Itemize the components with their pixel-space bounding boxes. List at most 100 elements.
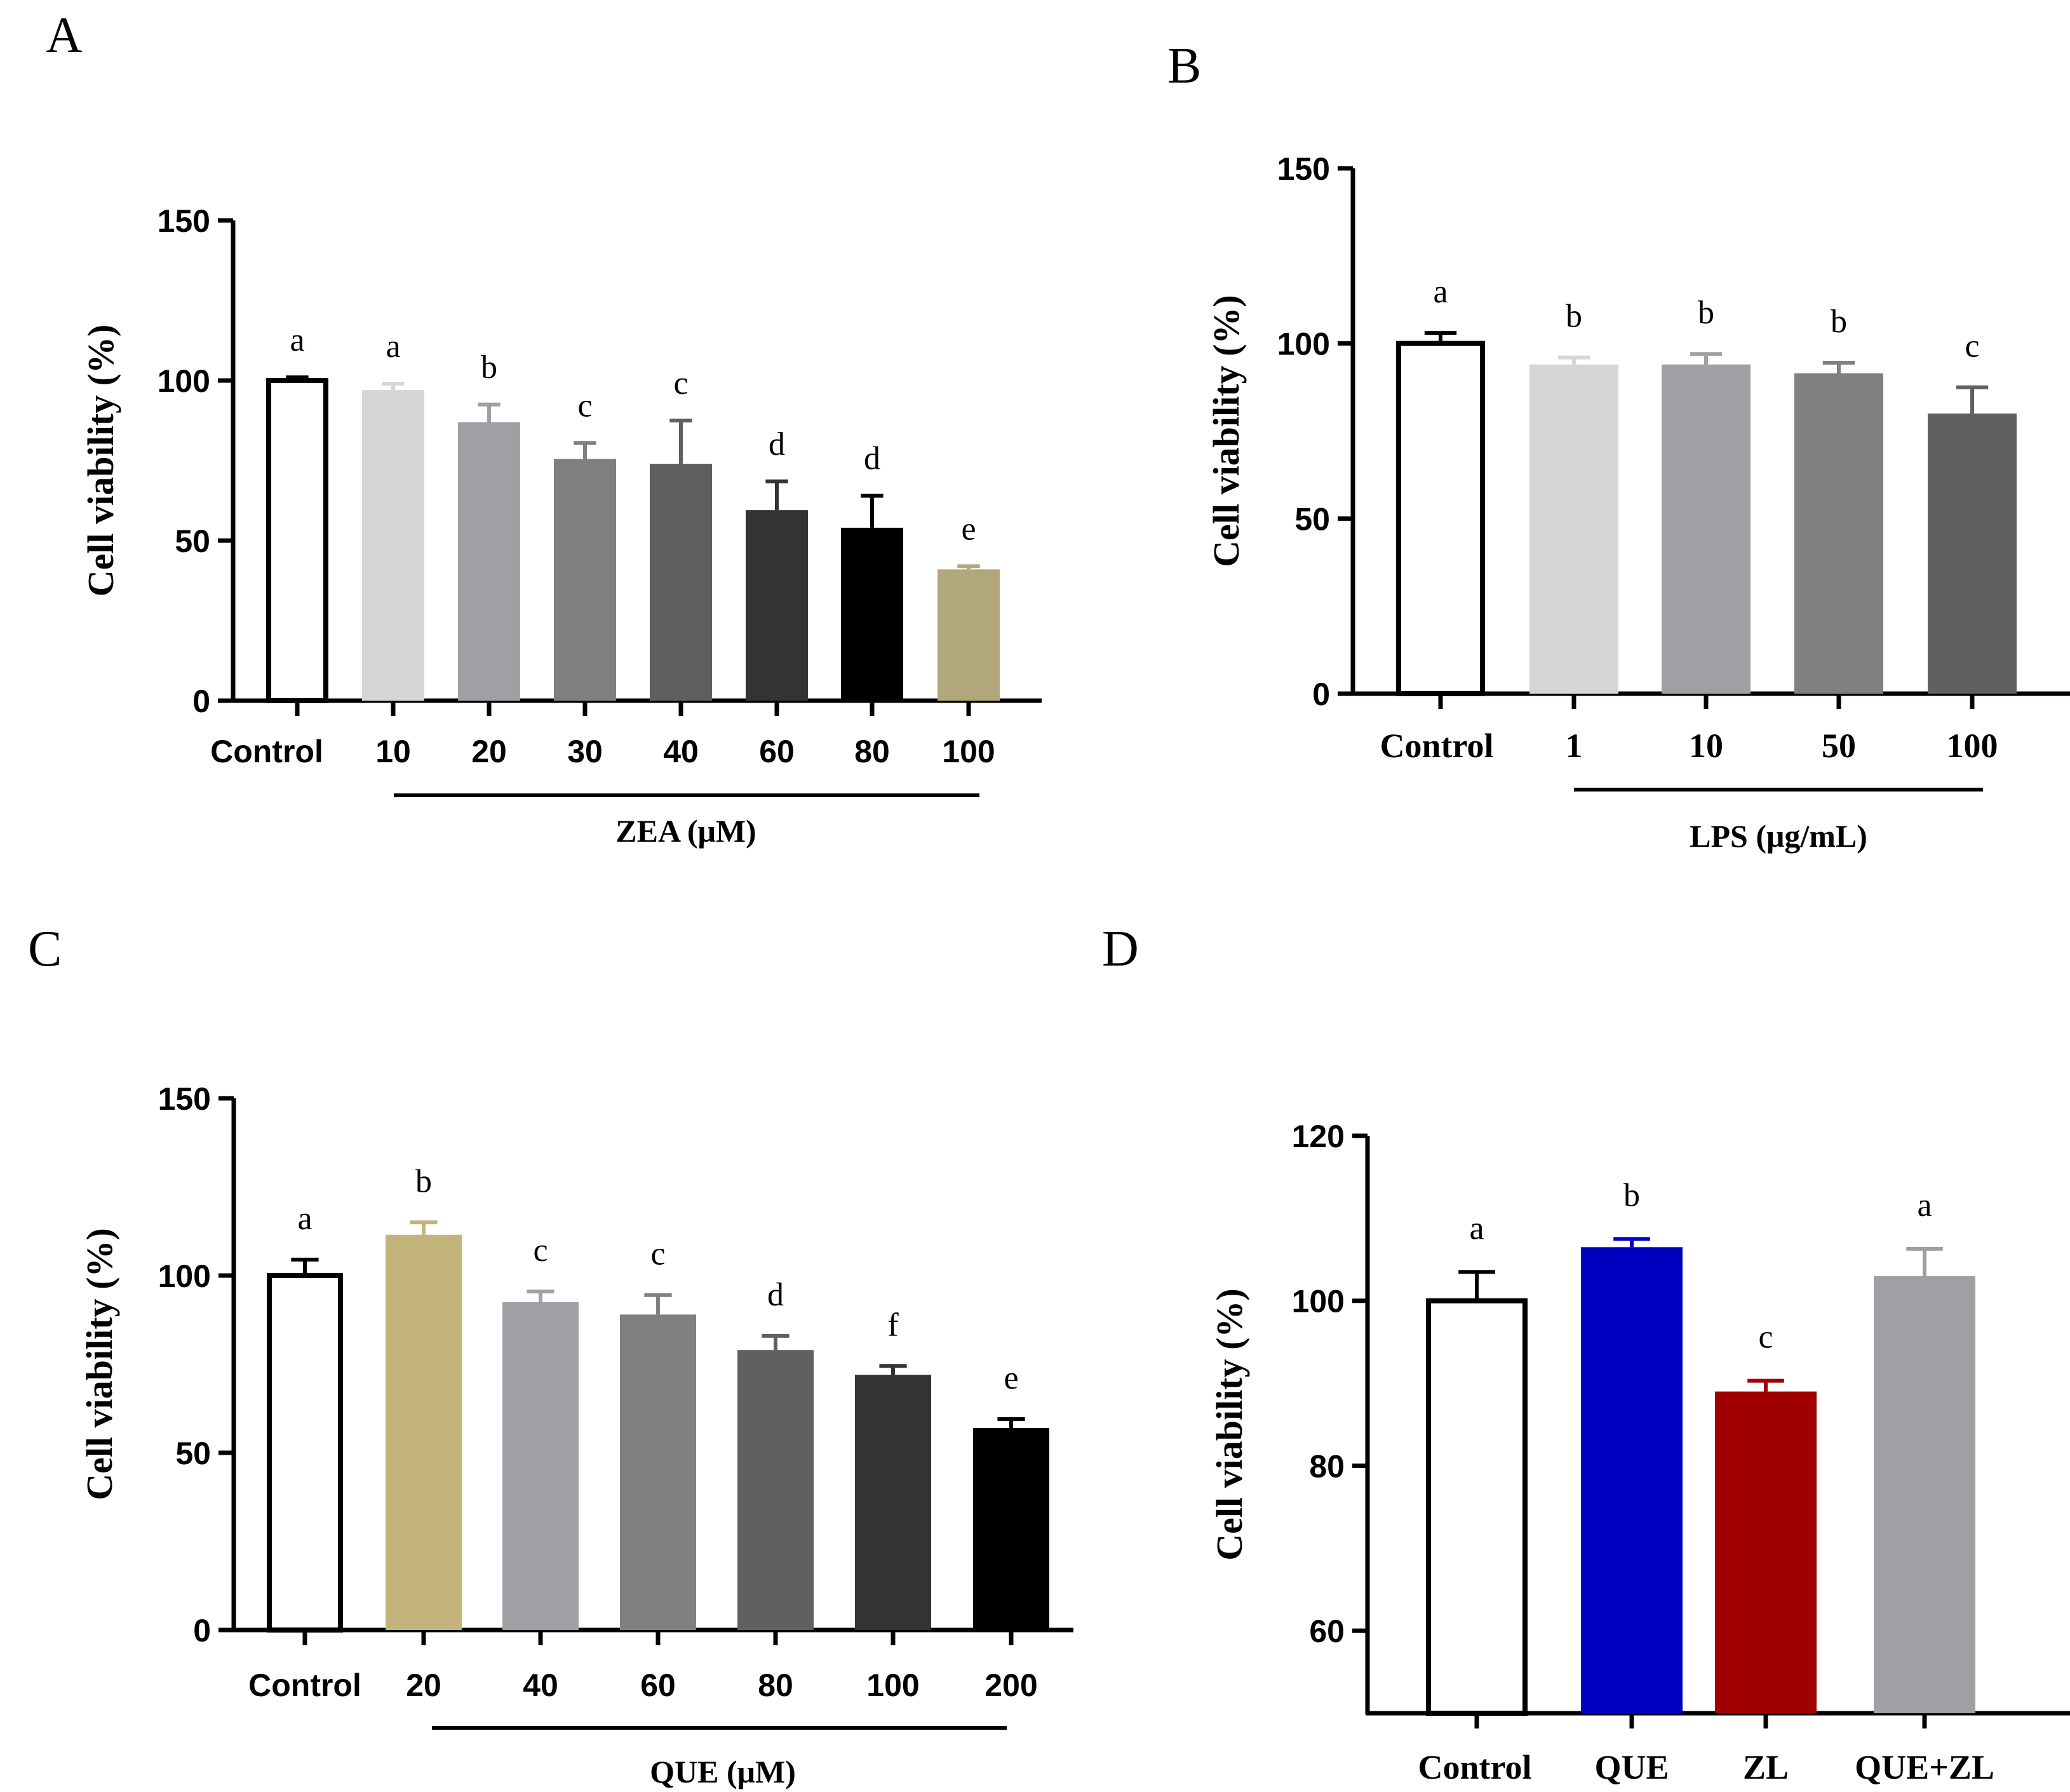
bar (841, 527, 903, 701)
category-label: 200 (985, 1667, 1037, 1703)
significance-letter: d (864, 440, 880, 476)
bar (267, 1273, 343, 1633)
bar (1794, 373, 1883, 694)
category-label: Control (1380, 727, 1493, 765)
y-tick-label: 0 (1312, 677, 1330, 712)
y-tick-label: 100 (158, 1258, 211, 1294)
category-label: 60 (759, 734, 795, 769)
category-label: 100 (1947, 727, 1998, 765)
panel-letter: A (46, 8, 83, 64)
significance-letter: c (533, 1232, 548, 1269)
panel-c: C 0 50 100 150 Cell viability (%) a Control b 20 c… (28, 921, 1073, 1789)
panel-letter: B (1167, 38, 1201, 94)
bar (737, 1350, 814, 1630)
y-tick-label: 0 (192, 684, 210, 719)
significance-letter: c (1758, 1319, 1773, 1356)
category-label: Control (210, 734, 323, 769)
significance-letter: b (481, 349, 497, 386)
significance-letter: a (1917, 1187, 1932, 1223)
significance-letter: a (1469, 1210, 1484, 1246)
bar (650, 464, 712, 701)
y-tick-label: 100 (1277, 327, 1330, 362)
significance-letter: e (961, 511, 976, 547)
significance-letter: b (1623, 1177, 1640, 1213)
bar (1529, 364, 1618, 694)
bar (1715, 1391, 1817, 1713)
significance-letter: d (767, 1277, 784, 1313)
bar (502, 1302, 579, 1630)
category-label: 40 (523, 1667, 558, 1703)
y-axis-title: Cell viability (%) (1206, 295, 1247, 567)
significance-letter: b (1566, 299, 1582, 335)
significance-letter: b (1831, 304, 1847, 340)
significance-letter: a (386, 328, 400, 365)
category-label: 50 (1822, 727, 1856, 765)
category-label: Control (1418, 1748, 1531, 1786)
bar (1426, 1298, 1528, 1716)
y-tick-label: 100 (158, 363, 210, 399)
panel-letter: D (1102, 921, 1139, 977)
bar (1874, 1276, 1975, 1713)
category-label: 100 (942, 734, 995, 769)
category-label: 40 (663, 734, 699, 769)
category-label: 20 (406, 1667, 441, 1703)
category-label: 80 (758, 1667, 793, 1703)
significance-letter: b (1698, 295, 1714, 331)
panel-d: D 60 80 100 120 Cell viability (%) a Control b QU… (1102, 921, 2070, 1786)
category-label: ZL (1743, 1748, 1789, 1786)
category-label: QUE+ZL (1855, 1748, 1994, 1786)
bar (746, 510, 808, 701)
y-tick-label: 150 (158, 1081, 211, 1117)
significance-letter: a (290, 322, 304, 358)
category-label: 1 (1566, 727, 1583, 765)
bar (266, 378, 328, 703)
significance-letter: f (887, 1307, 899, 1343)
y-tick-label: 100 (1292, 1284, 1345, 1319)
group-label: QUE (μM) (650, 1754, 796, 1789)
significance-letter: e (1004, 1360, 1018, 1396)
category-label: 80 (854, 734, 890, 769)
bar (855, 1375, 931, 1630)
y-axis-title: Cell viability (%) (1209, 1288, 1250, 1561)
panel-b: B 0 50 100 150 Cell viability (%) a Control b 1 b 1… (1167, 38, 2070, 854)
y-tick-label: 150 (1277, 151, 1330, 187)
y-tick-label: 120 (1292, 1119, 1345, 1154)
bar (938, 569, 1000, 701)
group-label: LPS (μg/mL) (1690, 818, 1867, 854)
significance-letter: d (769, 426, 785, 462)
y-tick-label: 60 (1309, 1613, 1345, 1649)
bar (1662, 364, 1751, 694)
bar (1928, 413, 2017, 694)
y-tick-label: 50 (175, 1436, 211, 1471)
bar (1581, 1247, 1683, 1713)
y-axis-title: Cell viability (%) (79, 1228, 120, 1500)
category-label: 60 (640, 1667, 676, 1703)
category-label: 20 (471, 734, 507, 769)
y-tick-label: 50 (1294, 501, 1330, 537)
significance-letter: c (673, 365, 688, 401)
significance-letter: a (1433, 274, 1448, 310)
category-label: 10 (375, 734, 411, 769)
category-label: Control (248, 1667, 361, 1703)
category-label: QUE (1594, 1748, 1669, 1786)
bar (620, 1314, 696, 1630)
y-tick-label: 80 (1309, 1448, 1345, 1484)
y-tick-label: 50 (175, 523, 210, 559)
significance-letter: b (415, 1163, 432, 1199)
bar (458, 422, 520, 701)
category-label: 10 (1689, 727, 1723, 765)
category-label: 100 (866, 1667, 919, 1703)
y-axis-title: Cell viability (%) (80, 325, 121, 597)
bar (554, 459, 616, 701)
panel-letter: C (28, 921, 62, 977)
y-tick-label: 150 (158, 203, 210, 239)
panel-a: A 0 50 100 150 Cell viability (%) a Control a 10 b… (46, 8, 1042, 849)
bar (1396, 340, 1485, 696)
significance-letter: a (297, 1201, 312, 1237)
group-label: ZEA (μM) (615, 813, 756, 849)
bar (362, 390, 424, 701)
significance-letter: c (1965, 328, 1979, 365)
bar (386, 1234, 462, 1630)
significance-letter: c (577, 387, 592, 424)
